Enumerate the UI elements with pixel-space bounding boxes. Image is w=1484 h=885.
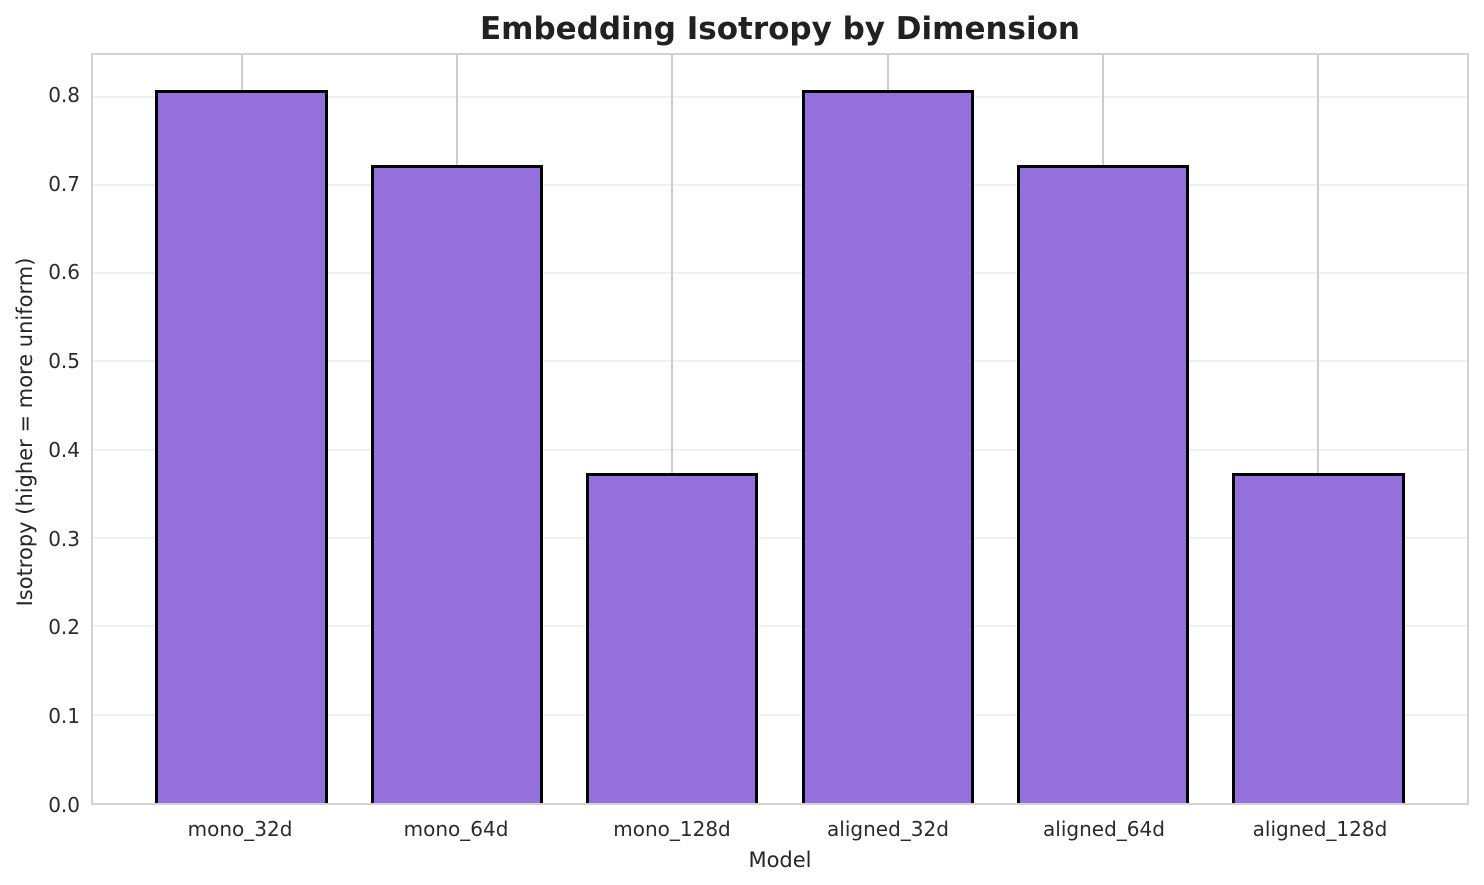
y-tick-labels: 0.0 0.1 0.2 0.3 0.4 0.5 0.6 0.7 0.8 xyxy=(0,53,80,815)
h-gridline xyxy=(93,95,1467,98)
h-gridline xyxy=(93,448,1467,451)
y-tick-label: 0.6 xyxy=(48,260,80,285)
v-gridline xyxy=(671,55,674,803)
y-tick-label: 0.3 xyxy=(48,526,80,551)
x-tick-label: mono_64d xyxy=(403,817,509,841)
x-tick-label: aligned_32d xyxy=(827,817,949,841)
chart-title: Embedding Isotropy by Dimension xyxy=(479,11,1081,47)
h-gridline xyxy=(93,713,1467,716)
bar-aligned_64d xyxy=(1016,164,1190,803)
h-gridline xyxy=(93,537,1467,540)
y-tick-label: 0.0 xyxy=(48,793,80,817)
y-tick-label: 0.5 xyxy=(48,349,80,374)
h-gridline xyxy=(93,360,1467,363)
h-gridline xyxy=(93,183,1467,186)
v-gridline xyxy=(1317,55,1320,803)
x-axis-label: Model xyxy=(748,848,812,872)
x-tick-labels: mono_32d mono_64d mono_128d aligned_32d alig… xyxy=(91,807,1469,841)
x-tick-label: aligned_64d xyxy=(1043,817,1165,841)
y-tick-label: 0.7 xyxy=(48,171,80,196)
y-tick-label: 0.1 xyxy=(48,704,80,729)
bar-mono_64d xyxy=(370,164,544,803)
bar-aligned_128d xyxy=(1232,472,1405,803)
x-tick-label: aligned_128d xyxy=(1252,817,1388,841)
h-gridline xyxy=(93,625,1467,628)
h-gridline xyxy=(93,272,1467,275)
y-tick-label: 0.8 xyxy=(48,82,80,107)
y-tick-label: 0.2 xyxy=(48,615,80,640)
bar-mono_32d xyxy=(155,90,328,803)
y-tick-label: 0.4 xyxy=(48,437,80,462)
plot-area xyxy=(91,53,1469,805)
bar-aligned_32d xyxy=(801,90,974,803)
x-tick-label: mono_128d xyxy=(613,817,731,841)
bar-mono_128d xyxy=(586,472,759,803)
x-tick-label: mono_32d xyxy=(187,817,293,841)
